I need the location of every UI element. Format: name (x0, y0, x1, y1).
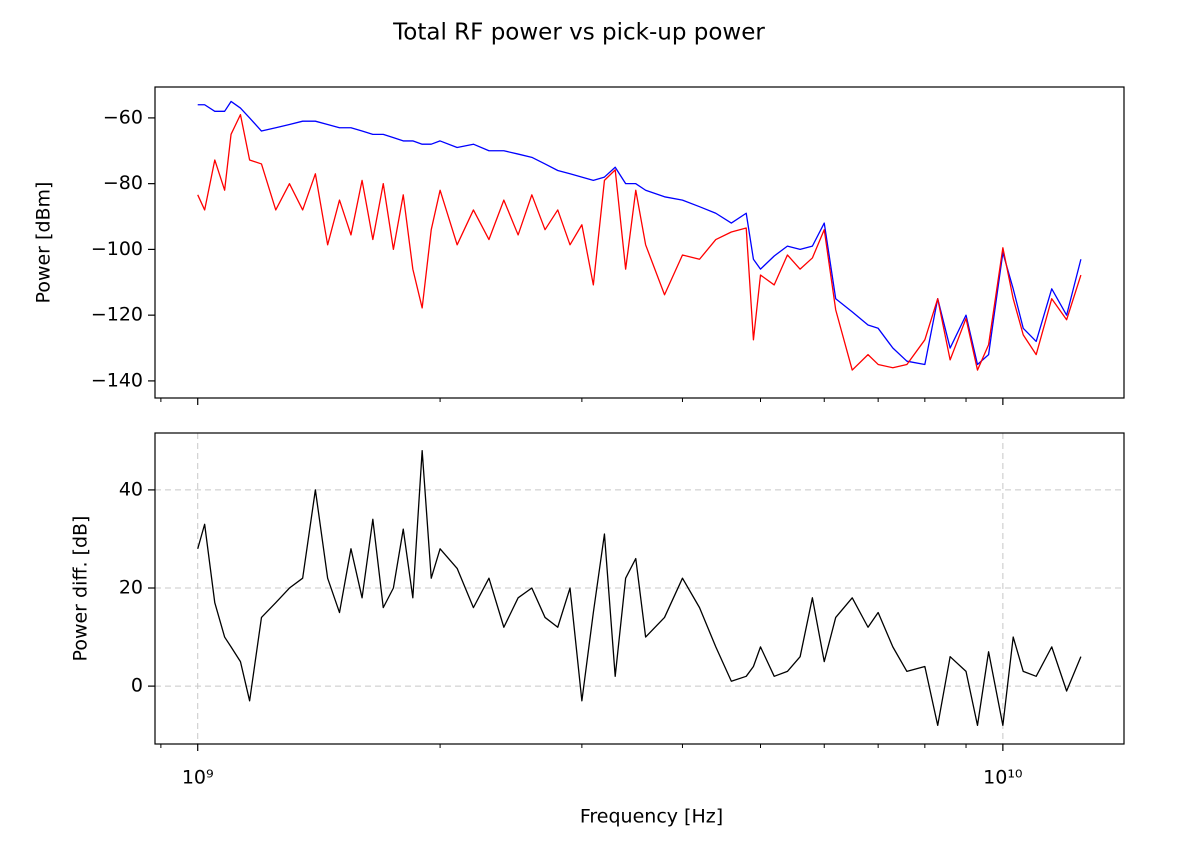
x-axis-label: Frequency [Hz] (580, 806, 723, 828)
series-line (197, 113, 1082, 371)
figure-title: Total RF power vs pick-up power (392, 20, 765, 46)
y-axis-label: Power [dBm] (33, 182, 55, 304)
y-axis-label: Power diff. [dB] (70, 516, 92, 662)
y-tick-label: −60 (103, 106, 143, 128)
axes-frame (154, 86, 1125, 399)
y-tick-label: −100 (91, 238, 143, 260)
x-tick-label: 10⁹ (182, 767, 214, 789)
y-tick-label: −80 (103, 172, 143, 194)
y-tick-label: 0 (131, 675, 143, 697)
y-tick-label: −140 (91, 369, 143, 391)
axes-frame (154, 432, 1125, 745)
x-tick-label: 10¹⁰ (983, 767, 1022, 789)
y-tick-label: 20 (119, 577, 143, 599)
series-line (197, 100, 1082, 366)
y-tick-label: −120 (91, 304, 143, 326)
series-line (197, 450, 1082, 727)
y-tick-label: 40 (119, 478, 143, 500)
